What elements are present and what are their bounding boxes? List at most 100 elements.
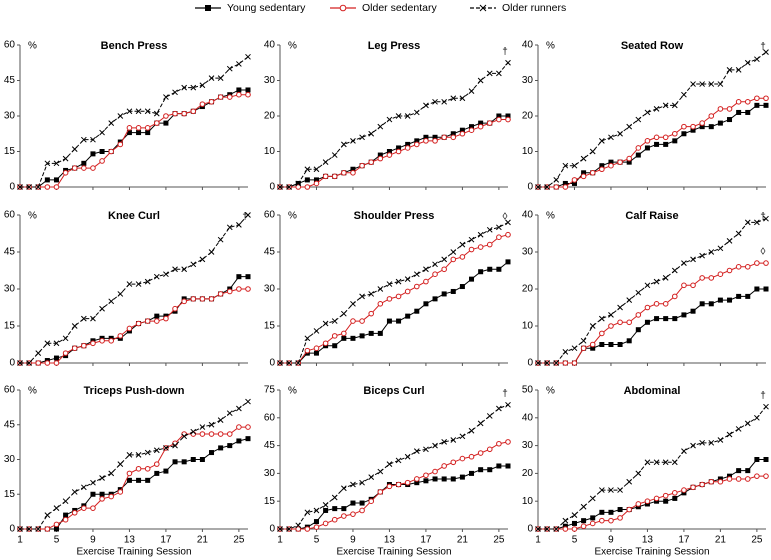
marker xyxy=(368,330,374,336)
marker xyxy=(590,345,596,351)
marker xyxy=(671,459,678,466)
marker xyxy=(717,478,724,485)
marker xyxy=(81,342,87,349)
marker xyxy=(71,345,78,352)
marker xyxy=(304,526,311,532)
y-axis-label: % xyxy=(546,386,555,397)
marker xyxy=(441,266,447,273)
marker xyxy=(681,312,687,318)
x-tick-label: 25 xyxy=(233,535,245,546)
marker xyxy=(589,323,596,329)
marker xyxy=(699,252,706,259)
x-tick-label: 9 xyxy=(608,535,614,546)
panel: 0 15 30 45 60% Bench Press xyxy=(4,40,251,193)
marker xyxy=(341,335,347,341)
marker xyxy=(26,184,32,190)
marker xyxy=(359,507,365,514)
y-tick-label: 15 xyxy=(4,489,16,500)
marker xyxy=(190,84,197,91)
line xyxy=(280,441,509,530)
marker xyxy=(209,450,215,456)
y-tick-label: 60 xyxy=(4,210,16,221)
marker xyxy=(599,330,605,337)
marker xyxy=(386,483,393,490)
marker xyxy=(653,459,660,466)
y-tick-label: 30 xyxy=(4,454,16,465)
marker xyxy=(126,125,133,131)
marker xyxy=(496,405,502,412)
marker xyxy=(450,249,457,255)
x-tick-label: 9 xyxy=(90,535,96,546)
marker xyxy=(277,360,283,366)
marker xyxy=(708,113,715,119)
marker xyxy=(653,301,660,307)
marker xyxy=(395,457,402,464)
marker xyxy=(635,501,642,507)
y-tick-label: 30 xyxy=(264,284,276,295)
marker xyxy=(350,500,356,506)
series xyxy=(277,219,511,366)
marker xyxy=(432,468,438,475)
line xyxy=(538,262,766,364)
marker xyxy=(340,485,347,492)
marker xyxy=(735,426,742,432)
marker xyxy=(199,457,205,462)
marker xyxy=(708,249,715,255)
marker xyxy=(99,475,105,481)
marker xyxy=(414,308,420,314)
marker xyxy=(217,417,224,423)
marker xyxy=(469,470,475,476)
marker xyxy=(617,515,623,521)
marker xyxy=(90,136,96,143)
panel: 0 15 30 45 60% Shoulder Press ◊ xyxy=(264,210,511,369)
marker xyxy=(404,453,411,460)
marker xyxy=(172,266,178,273)
marker xyxy=(217,291,224,297)
legend: Young sedentary Older sedentary Older runn… xyxy=(195,2,566,14)
marker xyxy=(322,159,329,166)
marker xyxy=(108,148,114,155)
marker xyxy=(505,219,511,226)
marker xyxy=(368,474,375,480)
marker xyxy=(763,403,769,410)
marker xyxy=(672,130,678,137)
chart-title: Biceps Curl xyxy=(363,385,424,397)
marker xyxy=(108,298,115,305)
marker xyxy=(763,457,769,462)
marker xyxy=(496,116,502,123)
marker xyxy=(395,293,402,300)
marker xyxy=(245,87,251,93)
series xyxy=(535,215,769,366)
marker xyxy=(644,319,650,325)
y-tick-label: 45 xyxy=(4,75,16,86)
marker xyxy=(277,184,283,190)
marker xyxy=(199,101,206,107)
series xyxy=(277,259,511,366)
marker xyxy=(589,148,596,155)
marker xyxy=(368,130,375,137)
marker xyxy=(172,459,178,465)
marker xyxy=(245,53,251,60)
marker xyxy=(53,184,60,190)
annotation: † xyxy=(760,390,766,401)
marker xyxy=(236,424,242,430)
marker xyxy=(154,461,160,467)
marker xyxy=(486,70,493,77)
marker xyxy=(245,398,251,405)
marker xyxy=(672,490,678,496)
marker xyxy=(323,507,329,513)
marker xyxy=(386,296,393,302)
marker xyxy=(126,325,133,332)
x-axis-label: Exercise Training Session xyxy=(336,547,451,558)
marker xyxy=(468,427,475,434)
marker xyxy=(681,123,687,130)
marker xyxy=(580,503,587,510)
marker xyxy=(450,131,456,137)
marker xyxy=(145,130,151,136)
marker xyxy=(331,173,338,180)
y-tick-label: 40 xyxy=(522,210,534,221)
marker xyxy=(313,177,319,183)
annotation: ◊ xyxy=(503,212,508,223)
marker xyxy=(395,278,402,285)
annotation: † xyxy=(760,212,766,223)
